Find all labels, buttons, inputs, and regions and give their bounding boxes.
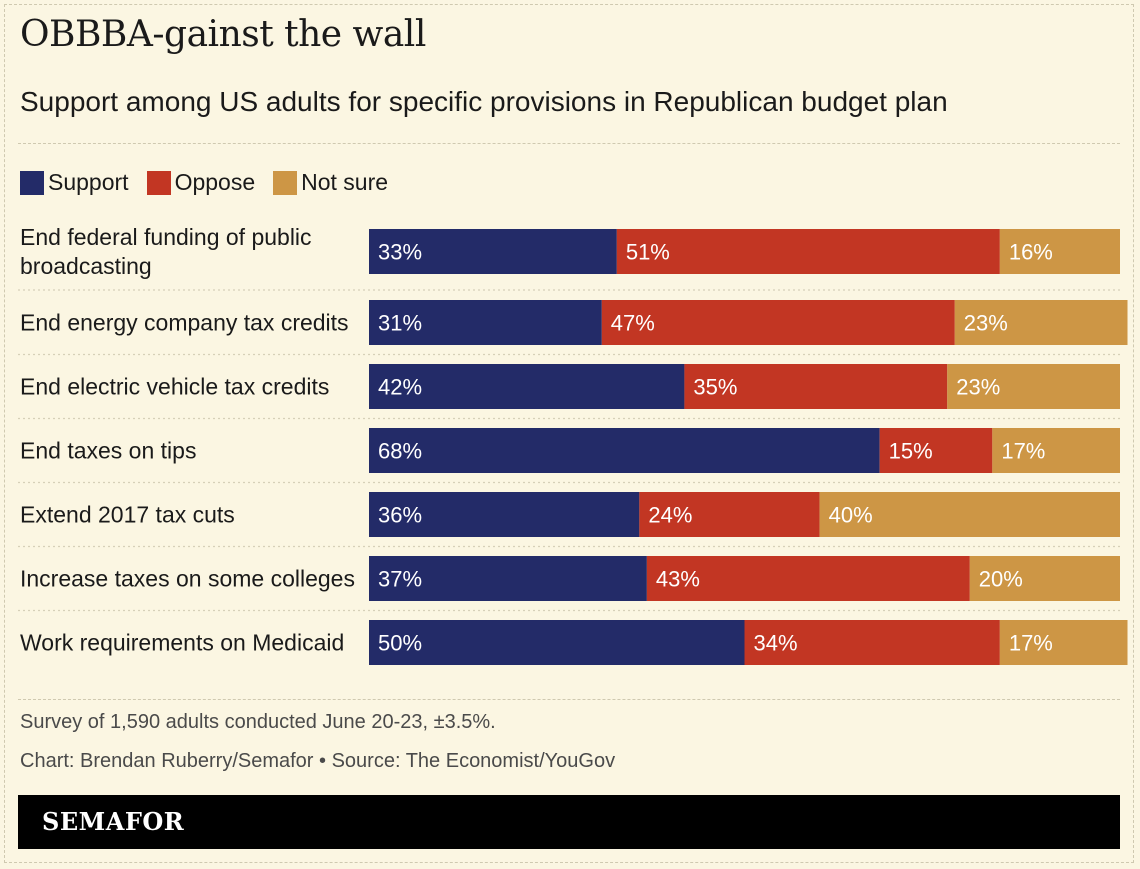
legend-swatch-support xyxy=(20,170,44,195)
bar-segment-oppose xyxy=(646,556,970,601)
bar-segment-not-sure xyxy=(999,620,1128,665)
data-label-not-sure: 23% xyxy=(956,375,1000,400)
bar-segment-not-sure xyxy=(954,300,1128,345)
category-label: End electric vehicle tax credits xyxy=(20,374,329,400)
data-label-support: 68% xyxy=(378,439,422,464)
bar-segment-support xyxy=(369,300,602,345)
data-label-oppose: 35% xyxy=(693,375,737,400)
legend-label-not-sure: Not sure xyxy=(301,169,389,195)
data-label-not-sure: 23% xyxy=(964,311,1008,336)
legend-label-oppose: Oppose xyxy=(174,169,256,195)
legend: Support Oppose Not sure xyxy=(20,169,406,196)
chart-title: OBBBA-gainst the wall xyxy=(20,14,426,55)
survey-note: Survey of 1,590 adults conducted June 20… xyxy=(20,711,496,733)
bar-segment-oppose xyxy=(879,428,993,473)
legend-swatch-oppose xyxy=(146,170,171,195)
data-label-oppose: 43% xyxy=(656,567,700,592)
data-label-oppose: 15% xyxy=(889,439,933,464)
bar-segment-support xyxy=(369,556,647,601)
data-label-oppose: 51% xyxy=(626,240,670,265)
data-label-support: 50% xyxy=(378,631,422,656)
brand-logo: SEMAFOR xyxy=(42,807,185,836)
data-label-support: 42% xyxy=(378,375,422,400)
category-label: End federal funding of public broadcastin… xyxy=(20,224,312,279)
legend-item-oppose: Oppose xyxy=(146,169,256,196)
category-label: End taxes on tips xyxy=(20,438,196,464)
chart-subtitle: Support among US adults for specific pro… xyxy=(20,86,948,117)
bar-segment-not-sure xyxy=(969,556,1120,601)
data-label-oppose: 47% xyxy=(611,311,655,336)
chart-frame xyxy=(4,4,1134,863)
data-label-support: 31% xyxy=(378,311,422,336)
bar-segment-not-sure xyxy=(999,229,1120,274)
bar-segment-not-sure xyxy=(819,492,1120,537)
data-label-not-sure: 40% xyxy=(829,503,873,528)
bar-segment-not-sure xyxy=(947,364,1120,409)
data-label-oppose: 34% xyxy=(754,631,798,656)
data-label-not-sure: 17% xyxy=(1009,631,1053,656)
brand-bar: SEMAFOR xyxy=(18,795,1120,849)
bar-segment-oppose xyxy=(744,620,1000,665)
data-label-support: 37% xyxy=(378,567,422,592)
data-label-support: 33% xyxy=(378,240,422,265)
legend-swatch-not-sure xyxy=(273,170,298,195)
category-label: Work requirements on Medicaid xyxy=(20,630,344,656)
footer-divider xyxy=(18,699,1120,700)
stacked-bar-chart: End federal funding of public broadcastin… xyxy=(18,224,1128,665)
data-label-support: 36% xyxy=(378,503,422,528)
bar-segment-support xyxy=(369,229,617,274)
legend-item-not-sure: Not sure xyxy=(273,169,388,196)
header-divider xyxy=(18,143,1120,144)
source-credit: Chart: Brendan Ruberry/Semafor • Source:… xyxy=(20,750,616,772)
category-label: Extend 2017 tax cuts xyxy=(20,502,235,528)
data-label-not-sure: 17% xyxy=(1001,439,1045,464)
legend-label-support: Support xyxy=(48,169,129,195)
data-label-oppose: 24% xyxy=(648,503,692,528)
bar-segment-oppose xyxy=(639,492,820,537)
category-label: Increase taxes on some colleges xyxy=(20,566,355,592)
bar-segment-support xyxy=(369,492,640,537)
legend-item-support: Support xyxy=(20,169,129,196)
bar-segment-support xyxy=(369,364,685,409)
bar-segment-oppose xyxy=(601,300,955,345)
category-label: End energy company tax credits xyxy=(20,310,349,336)
data-label-not-sure: 16% xyxy=(1009,240,1053,265)
data-label-not-sure: 20% xyxy=(979,567,1023,592)
bar-segment-oppose xyxy=(616,229,1000,274)
bar-segment-support xyxy=(369,620,745,665)
bar-segment-support xyxy=(369,428,880,473)
bar-segment-oppose xyxy=(684,364,948,409)
bar-segment-not-sure xyxy=(992,428,1120,473)
